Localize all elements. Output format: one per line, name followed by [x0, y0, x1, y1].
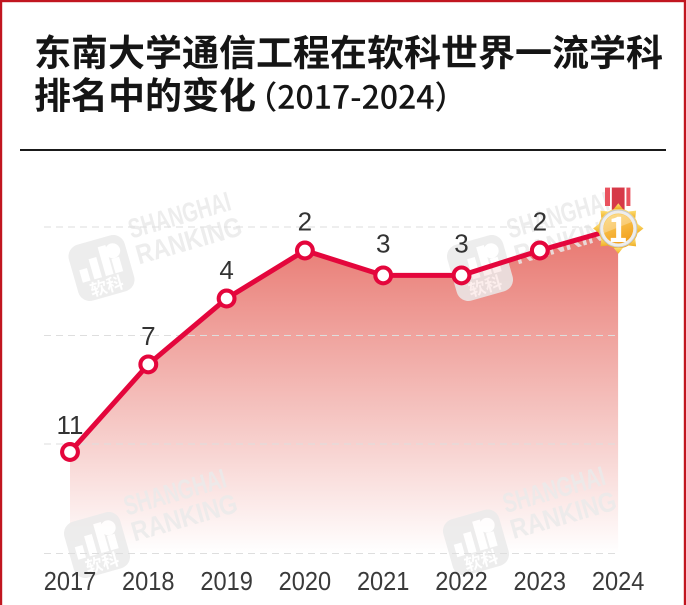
svg-text:4: 4 [219, 255, 233, 285]
svg-text:3: 3 [454, 228, 468, 258]
svg-text:11: 11 [57, 410, 84, 440]
svg-text:2017: 2017 [44, 568, 97, 596]
svg-text:3: 3 [376, 228, 390, 258]
svg-text:7: 7 [141, 321, 155, 351]
svg-text:2019: 2019 [200, 568, 253, 596]
svg-text:2022: 2022 [435, 568, 488, 596]
svg-text:2024: 2024 [592, 568, 645, 596]
svg-text:2023: 2023 [514, 568, 567, 596]
svg-text:2020: 2020 [279, 568, 332, 596]
svg-text:2: 2 [533, 207, 547, 237]
svg-text:2018: 2018 [122, 568, 175, 596]
svg-text:2: 2 [298, 207, 312, 237]
svg-text:2021: 2021 [357, 568, 410, 596]
